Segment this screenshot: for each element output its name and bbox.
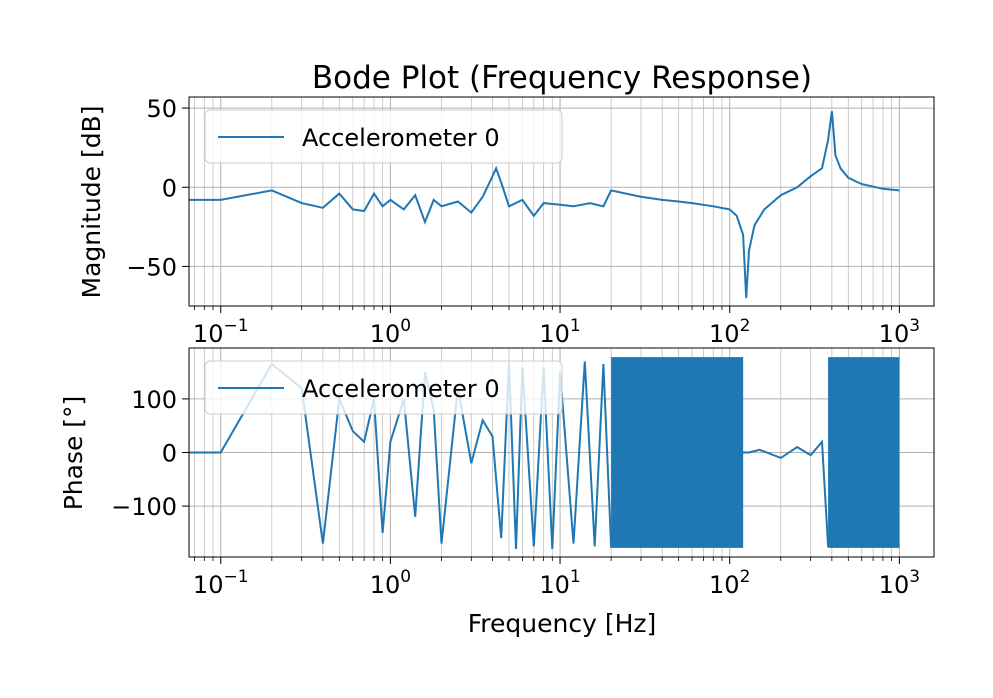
phase-y-tick-label: −100 bbox=[111, 493, 177, 521]
phase-y-tick-label: 0 bbox=[162, 440, 177, 468]
magnitude-y-ticks: 50 0 −50 bbox=[126, 95, 189, 281]
phase-x-tick-label: 103 bbox=[879, 567, 920, 599]
phase-y-tick-label: 100 bbox=[131, 386, 177, 414]
magnitude-y-tick-label: −50 bbox=[126, 253, 177, 281]
phase-x-tick-label: 101 bbox=[539, 567, 580, 599]
phase-dense-band bbox=[828, 357, 900, 548]
chart-title: Bode Plot (Frequency Response) bbox=[312, 60, 812, 96]
phase-x-tick-label: 100 bbox=[370, 567, 411, 599]
magnitude-x-ticks: 10−1 100 101 102 103 bbox=[193, 306, 920, 348]
magnitude-x-tick-label: 103 bbox=[879, 316, 920, 348]
phase-x-ticks: 10−1 100 101 102 103 bbox=[193, 557, 920, 599]
magnitude-x-tick-label: 100 bbox=[370, 316, 411, 348]
magnitude-frame bbox=[188, 96, 935, 307]
phase-dense-band bbox=[611, 357, 744, 548]
magnitude-x-tick-label: 101 bbox=[539, 316, 580, 348]
phase-axes: 100 0 −100 10−1 100 101 102 103 Phase [°] Acce… bbox=[59, 347, 935, 638]
phase-x-tick-label: 10−1 bbox=[193, 567, 249, 599]
magnitude-legend-box bbox=[204, 109, 563, 164]
magnitude-plot-area bbox=[189, 111, 900, 299]
phase-y-ticks: 100 0 −100 bbox=[111, 386, 189, 521]
phase-legend-box bbox=[204, 360, 563, 415]
phase-xlabel: Frequency [Hz] bbox=[468, 609, 657, 638]
magnitude-y-tick-label: 50 bbox=[146, 95, 177, 123]
magnitude-y-tick-label: 0 bbox=[162, 174, 177, 202]
magnitude-series-line bbox=[189, 111, 900, 299]
phase-plot-area bbox=[189, 357, 900, 550]
magnitude-ylabel: Magnitude [dB] bbox=[77, 106, 106, 299]
phase-legend-label: Accelerometer 0 bbox=[302, 375, 500, 403]
magnitude-x-tick-label: 10−1 bbox=[193, 316, 249, 348]
phase-x-tick-label: 102 bbox=[709, 567, 750, 599]
magnitude-legend-label: Accelerometer 0 bbox=[302, 124, 500, 152]
phase-series-line bbox=[189, 361, 900, 550]
phase-legend: Accelerometer 0 bbox=[204, 360, 563, 415]
magnitude-legend: Accelerometer 0 bbox=[204, 109, 563, 164]
phase-ylabel: Phase [°] bbox=[59, 396, 88, 511]
magnitude-axes: 50 0 −50 10−1 100 101 102 103 Magnitude [dB] A… bbox=[77, 95, 935, 348]
magnitude-x-tick-label: 102 bbox=[709, 316, 750, 348]
